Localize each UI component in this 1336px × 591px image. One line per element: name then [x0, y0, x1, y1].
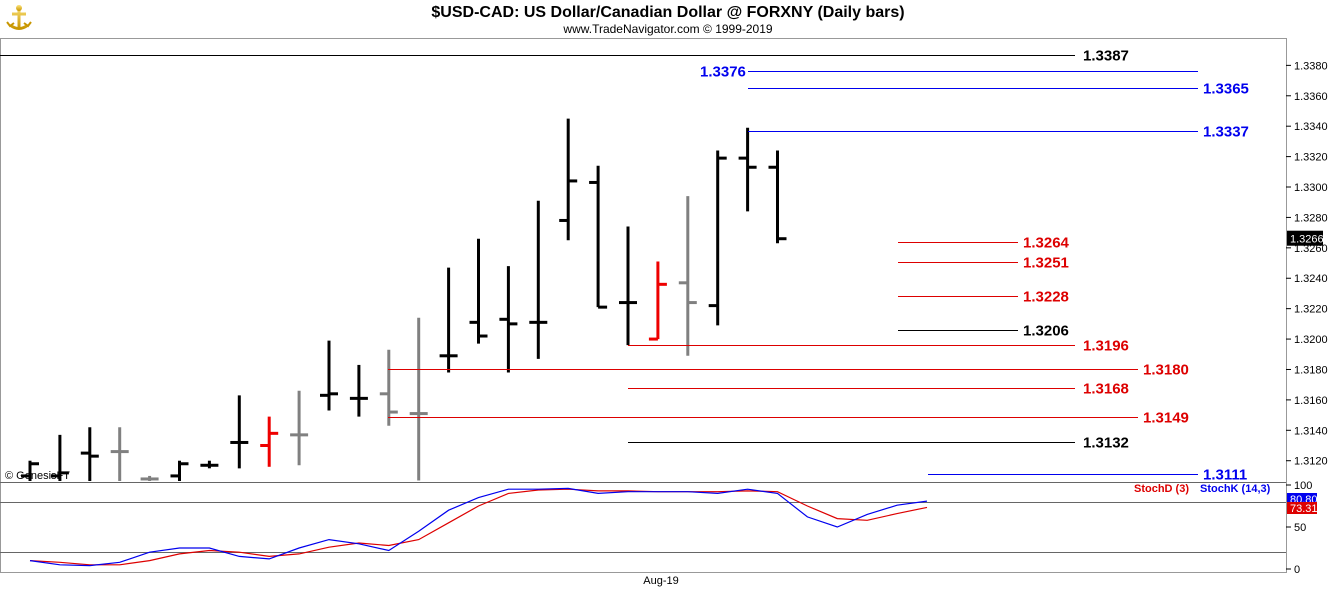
- level-label-1: 1.3376: [700, 64, 746, 81]
- price-tick-label-9: 1.3300: [1294, 182, 1328, 194]
- stoch-d-tag: 73.31: [1287, 502, 1318, 515]
- price-tick-label-1: 1.3140: [1294, 425, 1328, 437]
- price-tick-label-8: 1.3280: [1294, 212, 1328, 224]
- trade-navigator-logo-icon: [3, 3, 35, 35]
- legend-stochk: StochK (14,3): [1200, 483, 1271, 495]
- level-label-13: 1.3111: [1203, 467, 1247, 484]
- price-tick-label-2: 1.3160: [1294, 395, 1328, 407]
- level-lines: 1.3387 1.3376 1.3365 1.3337 1.3264 1.3251 1.32…: [0, 48, 1249, 484]
- stochastic-panel: 0 50 100: [0, 480, 1312, 576]
- stoch-k-line: [29, 487, 928, 567]
- level-label-6: 1.3228: [1023, 289, 1069, 306]
- price-tick-label-3: 1.3180: [1294, 364, 1328, 376]
- level-label-8: 1.3196: [1083, 338, 1129, 355]
- stoch-tick-label-1: 50: [1294, 522, 1306, 534]
- price-panel: [21, 118, 787, 481]
- level-label-4: 1.3264: [1023, 235, 1070, 252]
- level-label-2: 1.3365: [1203, 81, 1249, 98]
- price-tick-label-7: 1.3260: [1294, 243, 1328, 255]
- level-label-5: 1.3251: [1023, 255, 1069, 272]
- plot-frame: [0, 38, 1287, 573]
- price-tick-label-10: 1.3320: [1294, 152, 1328, 164]
- price-tick-label-0: 1.3120: [1294, 456, 1328, 468]
- x-axis-date-label: Aug-19: [643, 575, 678, 587]
- price-tick-label-13: 1.3380: [1294, 60, 1328, 72]
- price-tick-label-4: 1.3200: [1294, 334, 1328, 346]
- stoch-d-line: [29, 488, 928, 566]
- chart-title: $USD-CAD: US Dollar/Canadian Dollar @ FO…: [431, 4, 904, 21]
- level-label-0: 1.3387: [1083, 48, 1129, 65]
- level-label-9: 1.3180: [1143, 362, 1189, 379]
- copyright-label: © GenesisFT: [5, 470, 70, 482]
- level-label-11: 1.3149: [1143, 410, 1189, 427]
- price-tick-label-11: 1.3340: [1294, 121, 1328, 133]
- stoch-d-value: 73.31: [1290, 503, 1318, 515]
- price-tick-label-12: 1.3360: [1294, 91, 1328, 103]
- stoch-tick-label-2: 100: [1294, 480, 1312, 492]
- price-tick-label-6: 1.3240: [1294, 273, 1328, 285]
- chart-subtitle: www.TradeNavigator.com © 1999-2019: [562, 22, 772, 36]
- price-axis: 1.3120 1.3140 1.3160 1.3180 1.3200 1.3220 1.32…: [1286, 60, 1328, 468]
- legend-stochd: StochD (3): [1134, 483, 1189, 495]
- level-label-7: 1.3206: [1023, 323, 1069, 340]
- level-label-12: 1.3132: [1083, 435, 1129, 452]
- level-label-10: 1.3168: [1083, 381, 1129, 398]
- price-tick-label-5: 1.3220: [1294, 304, 1328, 316]
- stoch-tick-label-0: 0: [1294, 564, 1300, 576]
- last-price-label: 1.3266: [1290, 234, 1324, 246]
- last-price-tag: 1.3266: [1287, 230, 1324, 246]
- level-label-3: 1.3337: [1203, 124, 1249, 141]
